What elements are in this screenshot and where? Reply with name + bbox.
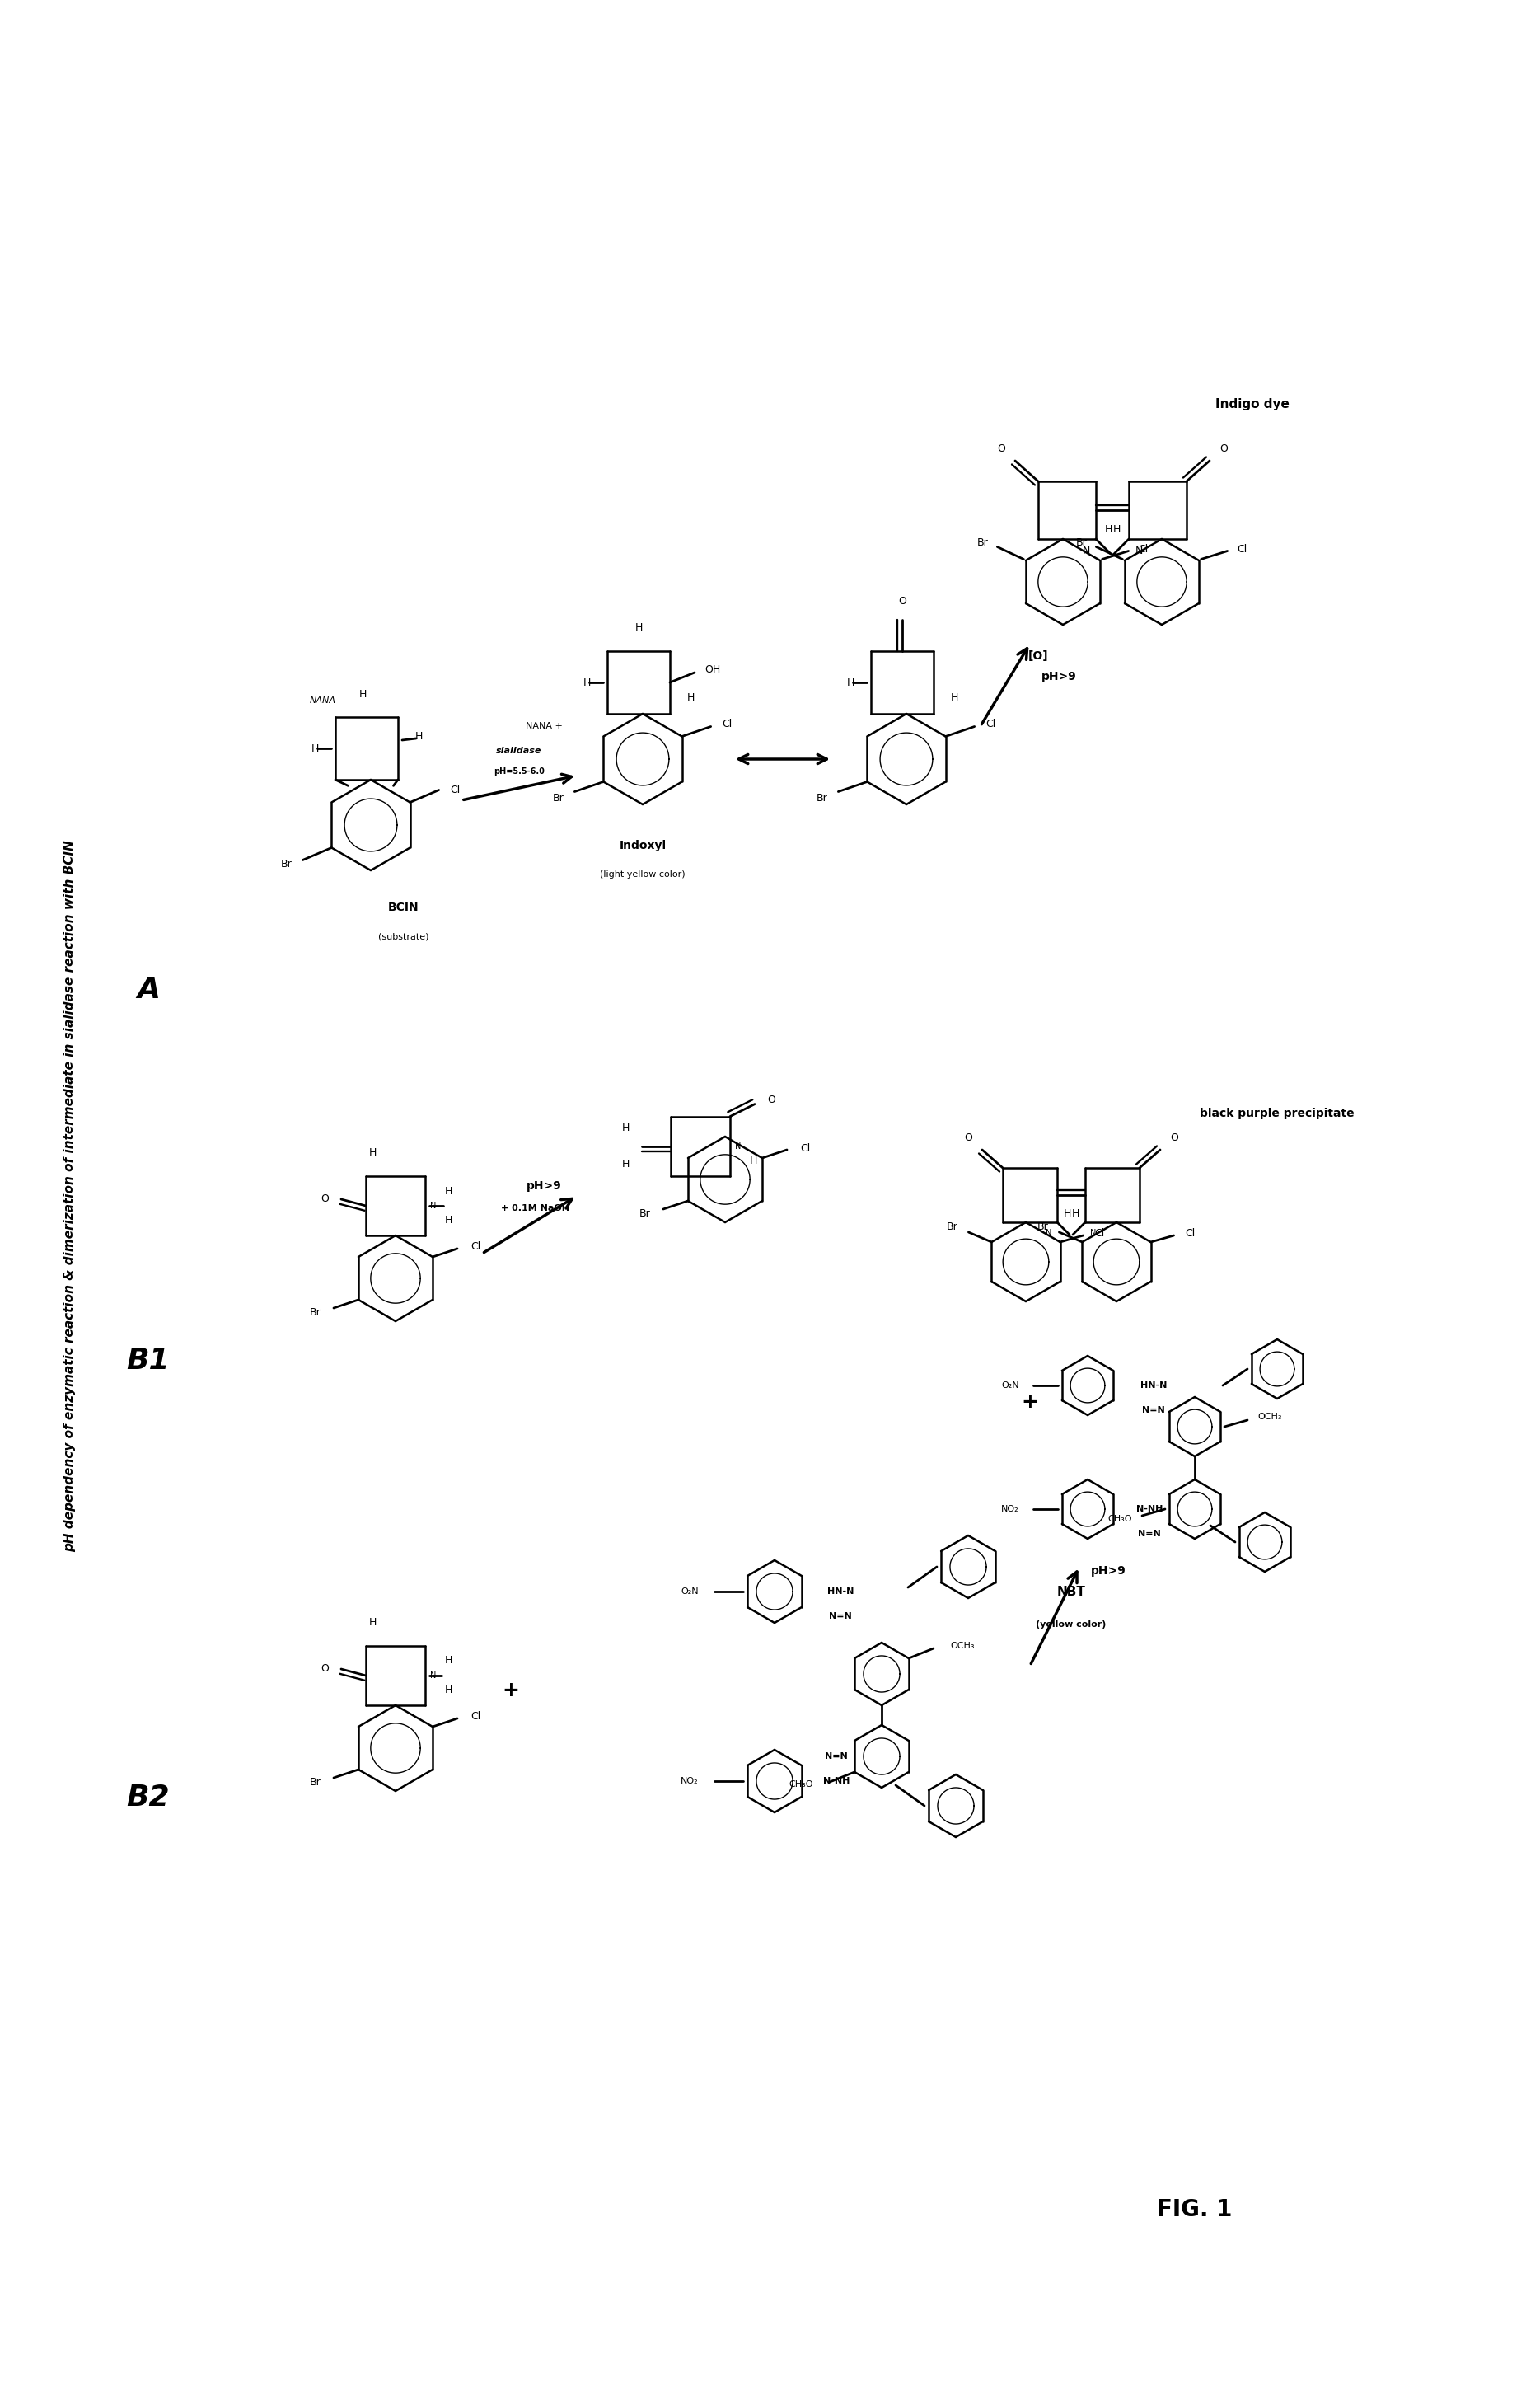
- Text: Indoxyl: Indoxyl: [619, 839, 667, 851]
- Text: Br: Br: [816, 794, 827, 803]
- Text: Br: Br: [553, 794, 564, 803]
- Text: NO₂: NO₂: [1001, 1504, 1019, 1514]
- Text: Br: Br: [947, 1222, 958, 1234]
- Text: OCH₃: OCH₃: [950, 1643, 975, 1650]
- Text: O: O: [320, 1664, 328, 1674]
- Text: +: +: [502, 1681, 519, 1700]
- Text: N=N: N=N: [829, 1612, 852, 1621]
- Text: OCH₃: OCH₃: [1258, 1413, 1281, 1420]
- Text: Br: Br: [1075, 538, 1087, 548]
- Text: B1: B1: [126, 1346, 169, 1375]
- Text: N: N: [1046, 1229, 1052, 1236]
- Text: H: H: [622, 1160, 630, 1169]
- Text: H: H: [1063, 1210, 1070, 1219]
- Text: (yellow color): (yellow color): [1036, 1621, 1106, 1628]
- Text: Cl: Cl: [1186, 1229, 1195, 1239]
- Text: Cl: Cl: [1237, 545, 1247, 555]
- Text: Br: Br: [310, 1777, 322, 1788]
- Text: pH>9: pH>9: [1090, 1566, 1126, 1576]
- Text: N=N: N=N: [1138, 1530, 1161, 1537]
- Text: pH>9: pH>9: [1041, 672, 1076, 681]
- Text: Cl: Cl: [986, 720, 996, 729]
- Text: N: N: [735, 1143, 741, 1150]
- Text: +: +: [1021, 1392, 1038, 1411]
- Text: H: H: [445, 1186, 453, 1196]
- Text: O: O: [996, 442, 1006, 454]
- Text: pH dependency of enzymatic reaction & dimerization of intermediate in sialidase : pH dependency of enzymatic reaction & di…: [63, 839, 75, 1552]
- Text: pH=5.5-6.0: pH=5.5-6.0: [494, 768, 545, 775]
- Text: Cl: Cl: [470, 1712, 480, 1722]
- Text: O: O: [964, 1133, 972, 1143]
- Text: N-NH: N-NH: [1137, 1504, 1163, 1514]
- Text: H: H: [445, 1686, 453, 1695]
- Text: N: N: [1090, 1229, 1096, 1236]
- Text: CH₃O: CH₃O: [1107, 1516, 1132, 1523]
- Text: H: H: [1112, 524, 1120, 536]
- Text: Br: Br: [1036, 1222, 1049, 1234]
- Text: H: H: [311, 744, 319, 753]
- Text: H: H: [750, 1155, 758, 1167]
- Text: Cl: Cl: [470, 1241, 480, 1253]
- Text: (substrate): (substrate): [379, 932, 430, 940]
- Text: H: H: [950, 691, 958, 703]
- Text: H: H: [359, 689, 367, 698]
- Text: O: O: [320, 1193, 328, 1205]
- Text: H: H: [687, 691, 695, 703]
- Text: NANA: NANA: [310, 696, 336, 705]
- Text: NBT: NBT: [1056, 1585, 1086, 1597]
- Text: FIG. 1: FIG. 1: [1157, 2197, 1232, 2221]
- Text: Cl: Cl: [1138, 545, 1149, 555]
- Text: Cl: Cl: [799, 1143, 810, 1152]
- Text: O: O: [1220, 442, 1227, 454]
- Text: H: H: [634, 622, 642, 634]
- Text: H: H: [1104, 524, 1112, 536]
- Text: O: O: [1170, 1133, 1178, 1143]
- Text: NO₂: NO₂: [681, 1777, 699, 1786]
- Text: N: N: [1135, 545, 1143, 557]
- Text: N: N: [430, 1203, 436, 1210]
- Text: Br: Br: [639, 1207, 651, 1219]
- Text: O₂N: O₂N: [681, 1588, 699, 1595]
- Text: H: H: [847, 677, 855, 689]
- Text: H: H: [445, 1655, 453, 1667]
- Text: H: H: [368, 1616, 376, 1628]
- Text: Br: Br: [976, 538, 989, 548]
- Text: H: H: [414, 732, 422, 741]
- Text: N-NH: N-NH: [822, 1777, 850, 1786]
- Text: HN-N: HN-N: [827, 1588, 853, 1595]
- Text: black purple precipitate: black purple precipitate: [1200, 1107, 1355, 1119]
- Text: O₂N: O₂N: [1001, 1382, 1019, 1389]
- Text: OH: OH: [705, 665, 721, 674]
- Text: H: H: [445, 1215, 453, 1227]
- Text: BCIN: BCIN: [388, 901, 419, 913]
- Text: H: H: [582, 677, 590, 689]
- Text: Br: Br: [310, 1308, 322, 1317]
- Text: Br: Br: [280, 858, 293, 870]
- Text: HN-N: HN-N: [1140, 1382, 1167, 1389]
- Text: N: N: [430, 1671, 436, 1681]
- Text: CH₃O: CH₃O: [788, 1781, 813, 1788]
- Text: Cl: Cl: [450, 784, 460, 796]
- Text: (light yellow color): (light yellow color): [601, 870, 685, 877]
- Text: N=N: N=N: [1143, 1406, 1164, 1415]
- Text: O: O: [898, 595, 907, 607]
- Text: sialidase: sialidase: [496, 746, 542, 756]
- Text: H: H: [622, 1124, 630, 1133]
- Text: Indigo dye: Indigo dye: [1215, 399, 1289, 411]
- Text: NANA +: NANA +: [525, 722, 562, 729]
- Text: pH>9: pH>9: [527, 1181, 562, 1191]
- Text: Cl: Cl: [1095, 1229, 1104, 1239]
- Text: A: A: [137, 976, 160, 1004]
- Text: Cl: Cl: [722, 720, 733, 729]
- Text: B2: B2: [126, 1784, 169, 1812]
- Text: H: H: [368, 1148, 376, 1157]
- Text: [O]: [O]: [1029, 650, 1049, 662]
- Text: + 0.1M NaOH: + 0.1M NaOH: [502, 1205, 570, 1212]
- Text: N: N: [1083, 545, 1090, 557]
- Text: O: O: [767, 1095, 775, 1105]
- Text: N=N: N=N: [825, 1753, 847, 1760]
- Text: H: H: [1072, 1210, 1080, 1219]
